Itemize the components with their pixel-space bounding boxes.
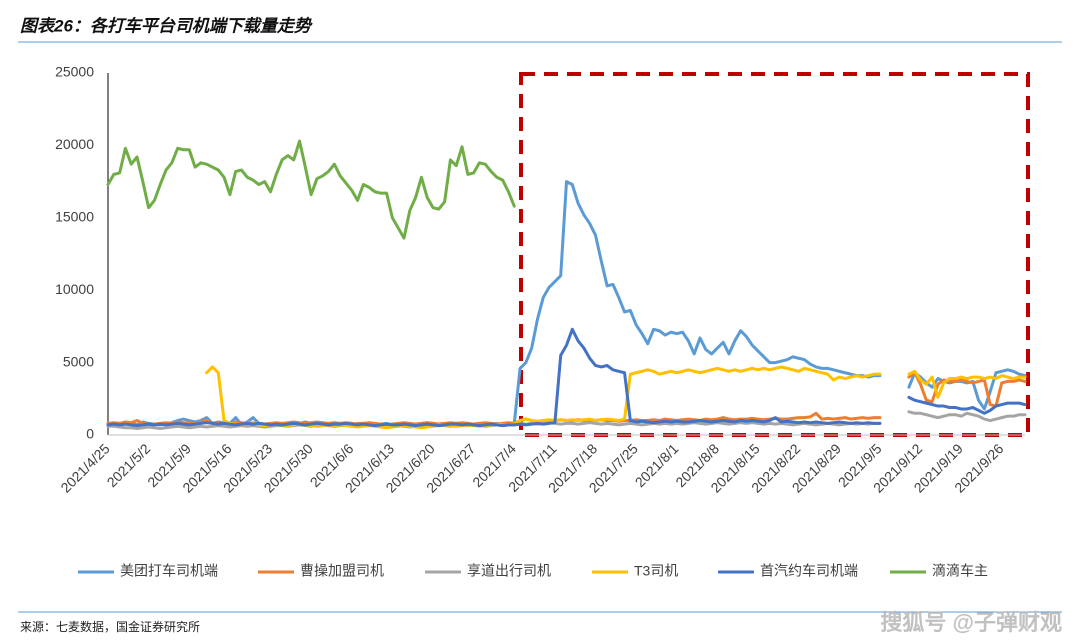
highlight-box <box>519 72 1030 437</box>
y-tick-label: 15000 <box>55 209 94 225</box>
source: 来源：七麦数据，国金证券研究所 <box>20 619 200 634</box>
legend-label: 曹操加盟司机 <box>300 563 384 579</box>
legend-label: 美团打车司机端 <box>120 563 218 579</box>
x-tick-label: 2021/5/2 <box>104 440 154 490</box>
series-line <box>106 327 1027 428</box>
series-line <box>205 365 1027 430</box>
y-tick-label: 0 <box>86 426 94 442</box>
chart-title: 图表26：各打车平台司机端下载量走势 <box>20 16 313 35</box>
legend-label: T3司机 <box>634 563 678 579</box>
x-tick-label: 2021/8/1 <box>632 440 682 490</box>
legend-label: 首汽约车司机端 <box>760 563 858 579</box>
series-line <box>106 139 516 240</box>
watermark: 搜狐号 @子弹财观 <box>880 610 1062 635</box>
series-line <box>106 371 1027 427</box>
y-tick-label: 10000 <box>55 281 94 297</box>
y-tick-label: 25000 <box>55 64 94 80</box>
y-tick-label: 5000 <box>63 353 94 369</box>
series-line <box>106 180 1027 427</box>
y-tick-label: 20000 <box>55 136 94 152</box>
x-tick-label: 2021/4/25 <box>57 440 113 496</box>
legend-label: 享道出行司机 <box>467 563 551 579</box>
legend-label: 滴滴车主 <box>932 563 988 579</box>
